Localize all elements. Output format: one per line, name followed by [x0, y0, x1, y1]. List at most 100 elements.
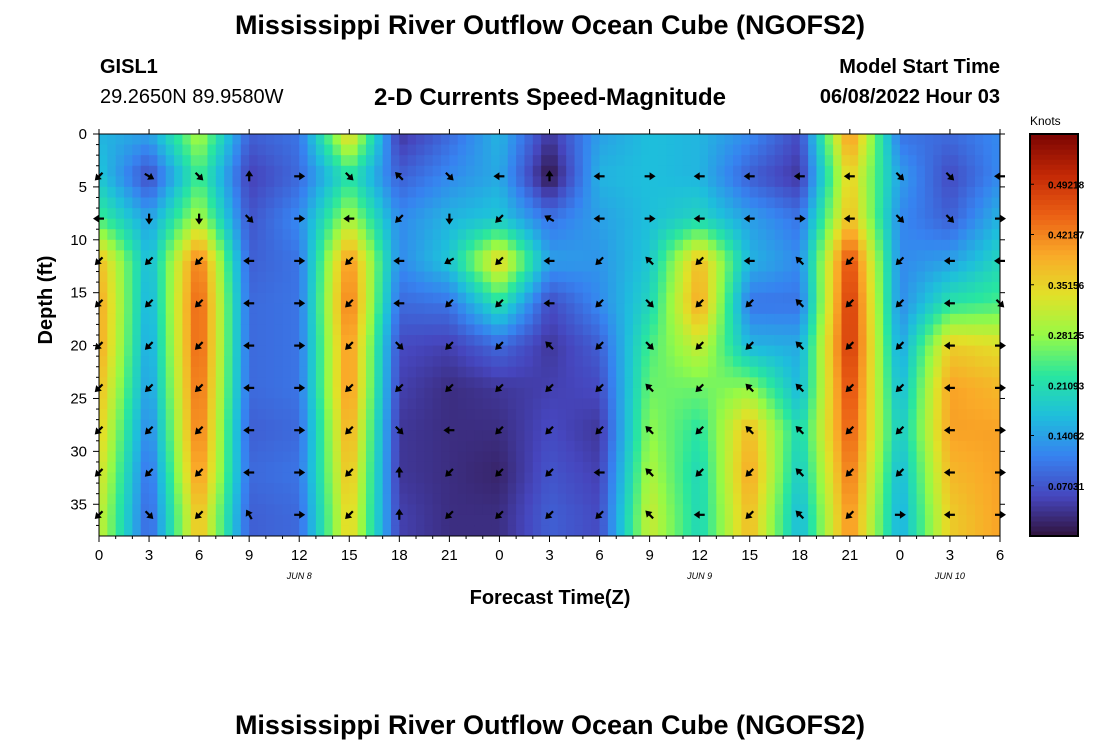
heatmap-cell [532, 461, 542, 474]
heatmap-cell [182, 176, 192, 188]
heatmap-cell [733, 313, 742, 326]
current-arrow [745, 510, 755, 520]
heatmap-cell [399, 271, 409, 283]
heatmap-cell [491, 303, 501, 315]
heatmap-cell [232, 165, 242, 177]
colorbar-segment [1030, 294, 1078, 301]
heatmap-cell [491, 451, 501, 463]
heatmap-cell [632, 282, 642, 294]
heatmap-cell [524, 165, 534, 177]
heatmap-cell [416, 504, 425, 516]
heatmap-cell [616, 356, 626, 368]
heatmap-cell [883, 260, 893, 273]
heatmap-cell [491, 366, 501, 378]
heatmap-cell [733, 282, 742, 294]
heatmap-cell [466, 250, 476, 262]
heatmap-cell [799, 260, 809, 273]
heatmap-cell [849, 472, 859, 484]
heatmap-cell [582, 144, 592, 156]
heatmap-cell [182, 504, 192, 516]
heatmap-cell [132, 419, 142, 431]
heatmap-cell [516, 430, 526, 442]
heatmap-cell [107, 409, 117, 421]
heatmap-cell [983, 525, 993, 536]
heatmap-cell [290, 525, 300, 536]
heatmap-cell [357, 165, 367, 177]
heatmap-cell [974, 134, 984, 146]
colorbar-segment [1030, 500, 1078, 507]
heatmap-cell [966, 303, 976, 315]
heatmap-cell [933, 525, 943, 536]
heatmap-cell [99, 398, 108, 410]
heatmap-cell [215, 176, 225, 188]
heatmap-cell [290, 324, 300, 336]
heatmap-cell [808, 176, 818, 188]
heatmap-cell [866, 493, 876, 505]
heatmap-cell [449, 335, 459, 347]
heatmap-cell [616, 377, 626, 389]
heatmap-cell [140, 366, 150, 378]
heatmap-cell [357, 345, 367, 357]
heatmap-cell [240, 409, 250, 421]
heatmap-cell [666, 430, 676, 442]
current-arrow [495, 383, 504, 393]
heatmap-cell [290, 292, 300, 304]
heatmap-cell [474, 208, 484, 220]
heatmap-cell [232, 197, 242, 209]
heatmap-cell [607, 197, 617, 209]
heatmap-cell [624, 461, 634, 474]
heatmap-cell [758, 134, 767, 146]
heatmap-cell [299, 493, 309, 505]
heatmap-cell [607, 282, 617, 294]
heatmap-cell [165, 218, 175, 230]
heatmap-cell [616, 155, 626, 167]
heatmap-cell [841, 345, 851, 357]
current-arrow [994, 172, 1005, 181]
current-arrow [895, 214, 905, 223]
heatmap-cell [265, 208, 275, 220]
heatmap-cell [307, 366, 317, 378]
heatmap-cell [416, 387, 425, 400]
heatmap-cell [958, 345, 968, 357]
heatmap-cell [382, 440, 392, 452]
heatmap-cell [174, 144, 184, 156]
heatmap-cell [799, 324, 809, 336]
heatmap-cell [140, 218, 150, 230]
heatmap-cell [674, 356, 684, 368]
heatmap-cell [349, 324, 359, 336]
heatmap-cell [290, 176, 300, 188]
heatmap-cell [182, 218, 192, 230]
heatmap-cell [582, 186, 592, 199]
heatmap-cell [649, 313, 659, 326]
heatmap-cell [582, 525, 592, 536]
heatmap-cell [574, 366, 584, 378]
heatmap-cell [165, 335, 175, 347]
heatmap-cell [891, 461, 901, 474]
heatmap-cell [541, 250, 551, 262]
heatmap-cell [799, 525, 809, 536]
heatmap-cell [382, 324, 392, 336]
heatmap-cell [165, 282, 175, 294]
heatmap-cell [582, 282, 592, 294]
heatmap-cell [958, 282, 968, 294]
heatmap-cell [799, 483, 809, 495]
heatmap-cell [199, 313, 209, 326]
heatmap-cell [541, 292, 551, 304]
heatmap-cell [691, 282, 701, 294]
heatmap-cell [924, 335, 934, 347]
heatmap-cell [466, 493, 476, 505]
heatmap-cell [682, 440, 692, 452]
heatmap-cell [599, 134, 609, 146]
heatmap-cell [783, 250, 793, 262]
heatmap-cell [507, 419, 517, 431]
heatmap-cell [958, 218, 968, 230]
heatmap-cell [624, 366, 634, 378]
heatmap-cell [624, 472, 634, 484]
heatmap-cell [891, 504, 901, 516]
heatmap-cell [682, 377, 692, 389]
heatmap-cell [365, 514, 375, 527]
heatmap-cell [149, 356, 158, 368]
heatmap-cell [799, 451, 809, 463]
heatmap-cell [791, 451, 801, 463]
heatmap-cell [315, 461, 325, 474]
